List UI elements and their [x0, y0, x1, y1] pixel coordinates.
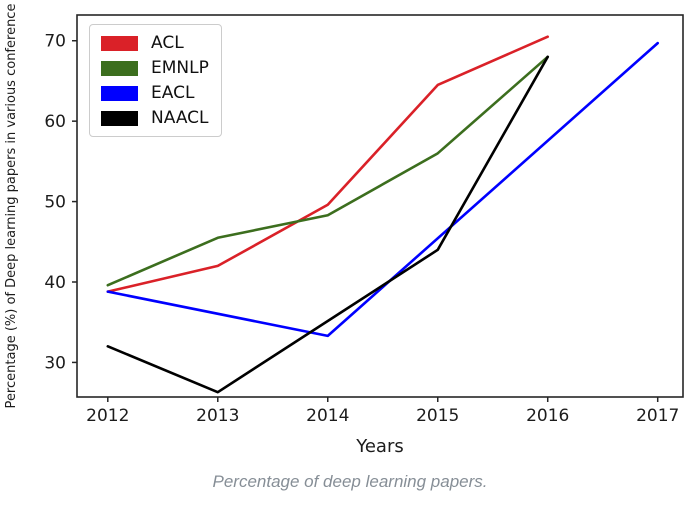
legend-swatch: [101, 60, 138, 76]
y-tick-label: 40: [44, 273, 66, 293]
x-tick-label: 2014: [306, 406, 349, 426]
y-axis-ticks: 30 40 50 60 70: [44, 32, 66, 374]
series-line-eacl: [106, 41, 660, 338]
x-tick-label: 2012: [86, 406, 129, 426]
y-tick-label: 70: [44, 32, 66, 52]
legend-label: EACL: [151, 82, 195, 103]
legend: ACL EMNLP EACL NAACL: [89, 24, 222, 137]
legend-label: NAACL: [151, 107, 209, 128]
series-lines: [106, 35, 660, 394]
series-line-naacl: [106, 55, 550, 394]
tick-marks: [72, 39, 659, 402]
legend-swatch: [101, 85, 138, 101]
x-tick-label: 2017: [636, 406, 679, 426]
series-line-acl: [106, 35, 550, 293]
legend-label: EMNLP: [151, 57, 209, 78]
y-tick-label: 50: [44, 193, 66, 213]
legend-label: ACL: [151, 32, 184, 53]
x-tick-label: 2016: [526, 406, 569, 426]
y-tick-label: 30: [44, 353, 66, 373]
x-tick-label: 2015: [416, 406, 459, 426]
legend-item: EMNLP: [101, 57, 211, 79]
x-axis-label: Years: [355, 436, 404, 457]
legend-item: NAACL: [101, 107, 211, 129]
series-line-emnlp: [106, 55, 550, 287]
y-tick-label: 60: [44, 112, 66, 132]
x-tick-label: 2013: [196, 406, 239, 426]
legend-swatch: [101, 110, 138, 126]
legend-swatch: [101, 35, 138, 51]
y-axis-label: Percentage (%) of Deep learning papers i…: [4, 4, 19, 409]
plot-border: [76, 14, 684, 398]
legend-item: EACL: [101, 82, 211, 104]
legend-item: ACL: [101, 32, 211, 54]
line-chart: 2012 2013 2014 2015 2016 2017 30 40 50 60 70 Year…: [4, 4, 684, 457]
figure-caption: Percentage of deep learning papers.: [212, 472, 488, 491]
x-axis-ticks: 2012 2013 2014 2015 2016 2017: [86, 406, 679, 426]
